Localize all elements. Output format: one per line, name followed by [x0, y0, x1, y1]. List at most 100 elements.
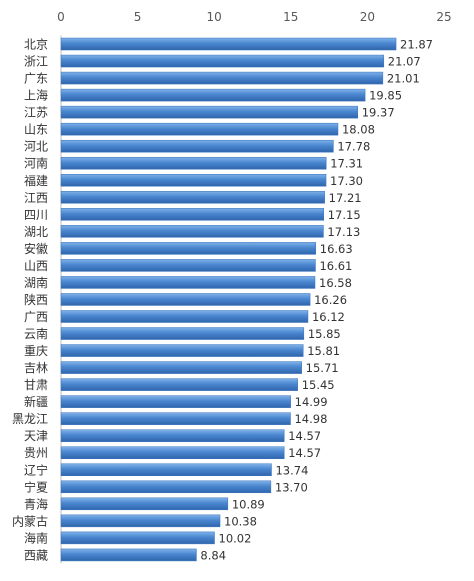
value-label: 15.45 [302, 378, 335, 392]
value-label: 14.99 [295, 395, 328, 409]
value-label: 14.57 [288, 446, 321, 460]
category-label: 湖南 [24, 275, 48, 290]
category-label: 广西 [24, 310, 48, 324]
x-tick-label: 5 [134, 10, 142, 24]
bar [60, 37, 397, 51]
value-label: 8.84 [200, 548, 226, 562]
category-label: 云南 [24, 326, 48, 341]
value-label: 17.78 [337, 140, 370, 154]
category-label: 山西 [24, 259, 48, 273]
x-tick-label: 25 [436, 10, 451, 24]
value-label: 17.21 [329, 191, 362, 205]
value-label: 18.08 [342, 123, 375, 137]
bar [60, 497, 229, 511]
bar [60, 259, 316, 272]
bar [60, 531, 215, 545]
bar [60, 191, 325, 204]
category-label: 重庆 [24, 344, 48, 358]
category-label: 江西 [24, 191, 48, 205]
bar [60, 548, 197, 562]
category-label: 贵州 [24, 446, 48, 460]
bar [60, 139, 334, 153]
value-label: 21.07 [388, 55, 421, 69]
category-label: 山东 [24, 123, 48, 137]
category-label: 福建 [24, 173, 48, 188]
bar [60, 54, 385, 68]
x-tick-label: 15 [283, 10, 298, 24]
value-label: 19.37 [362, 106, 395, 120]
value-label: 17.31 [330, 157, 363, 171]
category-label: 安徽 [24, 241, 48, 256]
x-tick-label: 0 [57, 10, 65, 24]
category-label: 青海 [24, 496, 48, 511]
category-label: 江苏 [24, 106, 48, 120]
value-label: 15.85 [308, 327, 341, 341]
value-label: 16.63 [320, 242, 353, 256]
value-label: 21.01 [387, 72, 420, 86]
value-label: 14.57 [288, 429, 321, 443]
bar [60, 327, 305, 340]
bar [60, 88, 366, 102]
bar [60, 225, 324, 238]
bar [60, 412, 291, 425]
value-label: 16.61 [319, 259, 352, 273]
value-label: 17.30 [330, 174, 363, 188]
value-label: 15.81 [307, 344, 340, 358]
bar [60, 344, 304, 357]
value-label: 10.02 [219, 531, 252, 545]
category-label: 辽宁 [24, 462, 48, 477]
bar [60, 276, 316, 289]
category-label: 天津 [24, 429, 48, 443]
category-label: 黑龙江 [12, 412, 48, 426]
category-labels: 北京浙江广东上海江苏山东河北河南福建江西四川湖北安徽山西湖南陕西广西云南重庆吉林… [12, 38, 48, 563]
bar [60, 174, 327, 187]
bars-group [60, 37, 397, 562]
category-label: 甘肃 [24, 378, 48, 392]
bar [60, 480, 272, 494]
category-label: 内蒙古 [12, 513, 48, 528]
category-label: 新疆 [24, 394, 48, 409]
bar [60, 122, 339, 136]
bar [60, 156, 327, 170]
category-label: 上海 [24, 88, 48, 103]
category-label: 宁夏 [24, 479, 48, 494]
bar [60, 208, 324, 221]
category-label: 西藏 [24, 548, 48, 562]
category-label: 河北 [24, 140, 48, 154]
value-label: 14.98 [294, 412, 327, 426]
category-label: 吉林 [24, 361, 48, 375]
bar [60, 463, 272, 477]
bar [60, 446, 285, 459]
bar [60, 242, 317, 255]
value-label: 13.70 [275, 480, 308, 494]
x-tick-label: 10 [207, 10, 222, 24]
value-label: 17.13 [327, 225, 360, 239]
category-label: 北京 [24, 38, 48, 52]
value-label: 15.71 [306, 361, 339, 375]
value-label: 16.58 [319, 276, 352, 290]
value-label: 16.26 [314, 293, 347, 307]
value-label: 17.15 [328, 208, 361, 222]
bar [60, 293, 311, 306]
bar [60, 105, 358, 119]
bar [60, 514, 221, 528]
category-label: 河南 [24, 156, 48, 171]
bar [60, 429, 285, 442]
bar [60, 395, 291, 408]
category-label: 陕西 [24, 292, 48, 307]
x-tick-label: 20 [360, 10, 375, 24]
category-label: 海南 [24, 530, 48, 545]
category-label: 四川 [24, 208, 48, 222]
category-label: 湖北 [24, 224, 48, 239]
value-label: 13.74 [275, 463, 308, 477]
value-label: 21.87 [400, 38, 433, 52]
bar [60, 378, 298, 391]
category-label: 广东 [24, 72, 48, 86]
bar [60, 71, 384, 85]
value-label: 16.12 [312, 310, 345, 324]
category-label: 浙江 [24, 55, 48, 69]
bar [60, 361, 302, 374]
value-labels: 21.87 21.07 21.01 19.85 19.37 18.08 17.78 17.31… [200, 38, 433, 563]
bar [60, 310, 309, 323]
